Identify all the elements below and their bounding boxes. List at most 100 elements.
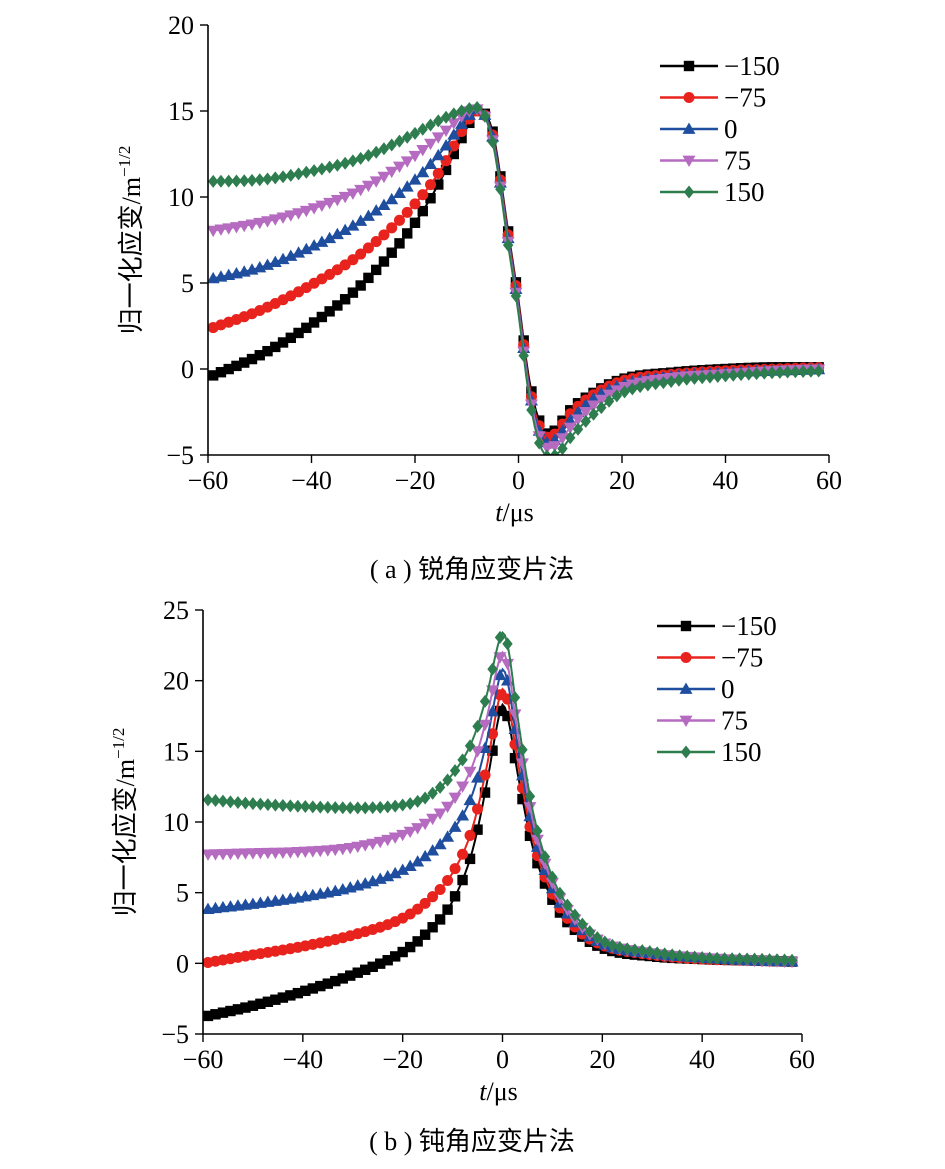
legend-label: −75: [724, 83, 766, 113]
data-point-0: [440, 164, 452, 176]
data-point-0: [370, 264, 382, 276]
legend-label: 75: [721, 706, 748, 736]
data-point-0: [223, 363, 234, 375]
data-point-0: [217, 1007, 229, 1018]
data-point-4: [681, 372, 692, 386]
data-point-0: [240, 1002, 251, 1013]
data-point-4: [734, 952, 745, 966]
data-point-2: [396, 863, 410, 875]
data-point-0: [324, 306, 335, 317]
data-point-3: [292, 208, 306, 220]
x-tick-label: 20: [609, 466, 635, 495]
data-point-2: [284, 249, 298, 261]
data-point-0: [402, 228, 413, 239]
data-point-4: [711, 951, 723, 965]
plot-area: −60 −40 −20 0 20 40 60 −5 0 5 10 15 20 25: [161, 596, 815, 1074]
data-point-4: [210, 793, 221, 807]
data-point-3: [400, 156, 414, 168]
data-point-4: [332, 158, 343, 172]
x-tick-label: 60: [789, 1045, 815, 1074]
data-point-3: [548, 441, 562, 453]
data-point-4: [433, 114, 444, 128]
data-point-0: [262, 996, 274, 1007]
data-point-3: [441, 801, 455, 814]
data-point-4: [487, 135, 498, 149]
data-point-4: [797, 364, 809, 378]
data-point-3: [431, 132, 445, 144]
data-point-4: [790, 365, 801, 379]
data-point-0: [394, 238, 405, 249]
data-point-4: [741, 952, 753, 966]
data-point-4: [588, 407, 599, 421]
data-point-2: [346, 219, 360, 231]
data-point-3: [222, 223, 236, 235]
data-point-2: [431, 148, 445, 161]
data-point-4: [619, 385, 630, 399]
data-point-0: [345, 970, 356, 981]
data-point-4: [300, 800, 311, 814]
data-point-0: [315, 980, 326, 992]
data-point-0: [404, 941, 416, 953]
legend-item-1: −75: [657, 643, 763, 673]
data-point-4: [215, 174, 227, 188]
data-point-2: [354, 214, 368, 226]
data-point-4: [569, 908, 581, 922]
data-point-3: [392, 161, 406, 174]
data-point-4: [345, 801, 356, 815]
x-tick-label: 0: [496, 1045, 509, 1074]
y-axis-title-main: 归一化应变/m: [111, 759, 140, 916]
data-point-4: [644, 945, 655, 959]
data-point-1: [442, 874, 454, 887]
y-axis-title: 归一化应变/m−1/2: [109, 728, 140, 917]
data-point-2: [418, 849, 432, 862]
data-point-0: [307, 983, 319, 994]
data-point-2: [408, 173, 422, 185]
data-point-4: [665, 374, 677, 388]
y-axis-title-main: 归一化应变/m: [117, 177, 146, 334]
legend-swatch-marker: [683, 91, 695, 104]
data-point-4: [719, 952, 730, 966]
data-point-4: [367, 801, 378, 815]
data-point-4: [502, 238, 514, 252]
y-tick-label: 5: [176, 879, 189, 908]
data-point-0: [347, 287, 359, 298]
series-4: [203, 630, 798, 967]
series-group: [203, 630, 799, 1022]
data-point-3: [351, 841, 365, 854]
data-point-3: [555, 433, 569, 445]
data-point-1: [419, 897, 431, 909]
chart-b-svg: −60 −40 −20 0 20 40 60−50510152025t/μs归一化应变/m−…: [109, 596, 815, 1156]
y-axis-title-sup: −1/2: [109, 728, 128, 759]
data-point-4: [456, 104, 467, 118]
data-point-2: [571, 405, 585, 418]
data-point-1: [401, 206, 413, 218]
data-point-4: [315, 800, 326, 814]
data-point-4: [673, 373, 685, 387]
data-point-2: [276, 252, 290, 265]
y-tick-label: 0: [176, 949, 189, 978]
x-tick-label: 60: [816, 466, 842, 495]
data-point-0: [270, 994, 281, 1005]
data-point-4: [637, 944, 648, 958]
data-point-4: [494, 630, 506, 644]
data-point-0: [427, 922, 438, 933]
data-point-1: [393, 214, 405, 226]
data-point-4: [479, 694, 491, 708]
data-point-4: [720, 369, 731, 383]
legend-swatch-marker: [682, 122, 696, 134]
data-point-0: [419, 929, 431, 940]
data-point-2: [426, 844, 440, 856]
data-point-1: [472, 803, 484, 815]
data-point-4: [239, 174, 250, 188]
x-axis-title-italic: t: [479, 1077, 487, 1106]
data-point-3: [245, 219, 259, 231]
data-point-3: [463, 766, 477, 779]
data-point-1: [355, 248, 367, 260]
data-point-0: [412, 936, 423, 947]
data-point-4: [652, 946, 663, 960]
legend-swatch-marker: [680, 745, 692, 759]
data-point-0: [517, 793, 528, 805]
data-point-2: [403, 859, 417, 872]
data-point-4: [634, 380, 646, 394]
